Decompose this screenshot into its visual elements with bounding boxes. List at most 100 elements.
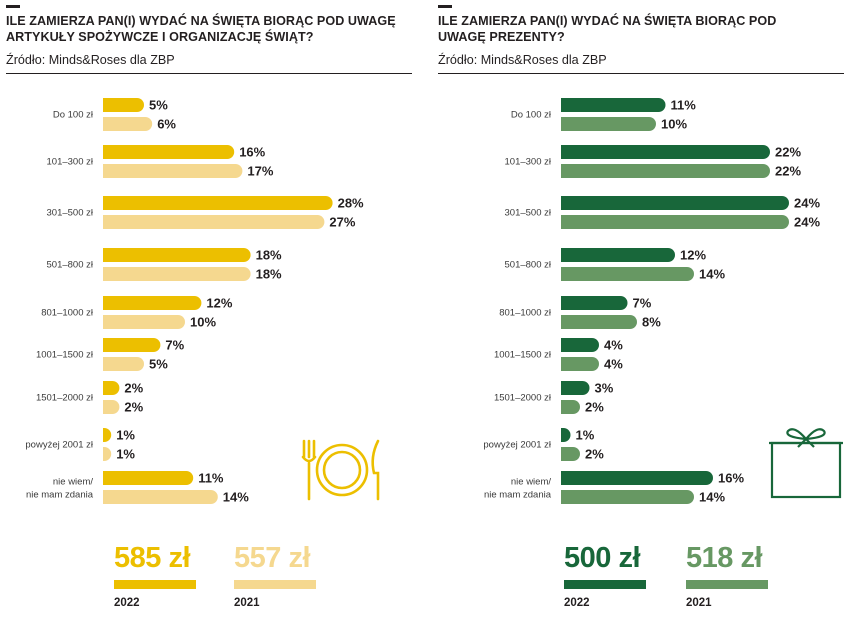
chart-title: ILE ZAMIERZA PAN(I) WYDAĆ NA ŚWIĘTA BIOR… (6, 14, 396, 44)
bar-2022-powy-ej-2001-z (103, 428, 112, 442)
data-label-2022-1001-1500-z: 7% (165, 338, 184, 353)
bar-2022-nie-wiem-nie-mam-zdania (561, 471, 713, 485)
data-label-2021-1501-2000-z: 2% (124, 400, 143, 415)
data-label-2022-do-100-z: 11% (671, 98, 697, 113)
category-label-501-800-z: 501–800 zł (47, 260, 94, 271)
category-label-nie-wiem-nie-mam-zdania: nie wiem/nie mam zdania (484, 477, 552, 501)
bar-2021-1001-1500-z (561, 357, 599, 371)
category-label-801-1000-z: 801–1000 zł (41, 308, 94, 319)
data-label-2021-301-500-z: 27% (329, 215, 355, 230)
bar-2022-301-500-z (103, 196, 333, 210)
summary-year-2022: 2022 (114, 597, 140, 609)
bar-2022-501-800-z (103, 248, 251, 262)
data-label-2021-501-800-z: 18% (256, 267, 282, 282)
category-label-nie-wiem-nie-mam-zdania: nie wiem/nie mam zdania (26, 477, 94, 501)
plate-cutlery-icon (301, 439, 380, 501)
data-label-2022-1501-2000-z: 2% (124, 381, 143, 396)
summary-bar-2021 (686, 580, 768, 589)
category-label-powy-ej-2001-z: powyżej 2001 zł (483, 440, 551, 451)
category-label-do-100-z: Do 100 zł (53, 110, 94, 121)
data-label-2021-do-100-z: 10% (661, 117, 687, 132)
category-label-1001-1500-z: 1001–1500 zł (494, 350, 552, 361)
chart-source: Źródło: Minds&Roses dla ZBP (438, 53, 607, 67)
category-label-101-300-z: 101–300 zł (505, 157, 552, 168)
bar-chart-food: Do 100 zł 5% 6% 101–300 zł 16% 17% 301–500 zł 2… (25, 98, 364, 505)
data-label-2021-1001-1500-z: 5% (149, 357, 168, 372)
bar-2021-do-100-z (561, 117, 656, 131)
bar-2021-801-1000-z (103, 315, 185, 329)
summary-year-2022: 2022 (564, 597, 590, 609)
data-label-2021-nie-wiem-nie-mam-zdania: 14% (699, 490, 725, 505)
bar-2021-101-300-z (561, 164, 770, 178)
chart-title: ILE ZAMIERZA PAN(I) WYDAĆ NA ŚWIĘTA BIOR… (438, 14, 777, 44)
bar-chart-gifts: Do 100 zł 11% 10% 101–300 zł 22% 22% 301–500 z… (483, 98, 820, 505)
summary-value-2021: 557 zł (234, 542, 311, 574)
category-label-1501-2000-z: 1501–2000 zł (494, 393, 552, 404)
data-label-2022-501-800-z: 18% (256, 248, 282, 263)
bar-2021-1501-2000-z (103, 400, 120, 414)
bar-2021-do-100-z (103, 117, 153, 131)
bar-2021-powy-ej-2001-z (103, 447, 112, 461)
data-label-2021-501-800-z: 14% (699, 267, 725, 282)
category-label-101-300-z: 101–300 zł (47, 157, 94, 168)
summary-value-2022: 585 zł (114, 542, 191, 574)
category-label-301-500-z: 301–500 zł (47, 208, 94, 219)
bar-2022-1001-1500-z (103, 338, 161, 352)
data-label-2021-1501-2000-z: 2% (585, 400, 604, 415)
category-label-1001-1500-z: 1001–1500 zł (36, 350, 94, 361)
data-label-2022-801-1000-z: 12% (206, 296, 232, 311)
data-label-2022-501-800-z: 12% (680, 248, 706, 263)
bar-2022-801-1000-z (103, 296, 202, 310)
bar-2022-301-500-z (561, 196, 789, 210)
bar-2022-101-300-z (103, 145, 235, 159)
summary-year-2021: 2021 (234, 597, 260, 609)
category-label-801-1000-z: 801–1000 zł (499, 308, 552, 319)
data-label-2022-801-1000-z: 7% (633, 296, 652, 311)
summary-bar-2021 (234, 580, 316, 589)
category-label-powy-ej-2001-z: powyżej 2001 zł (25, 440, 93, 451)
category-label-1501-2000-z: 1501–2000 zł (36, 393, 94, 404)
title-divider (6, 73, 412, 74)
chart-source: Źródło: Minds&Roses dla ZBP (6, 53, 175, 67)
summary-bar-2022 (564, 580, 646, 589)
category-label-301-500-z: 301–500 zł (505, 208, 552, 219)
data-label-2022-1501-2000-z: 3% (595, 381, 614, 396)
bar-2021-powy-ej-2001-z (561, 447, 580, 461)
summary-bar-2022 (114, 580, 196, 589)
title-divider (438, 73, 844, 74)
data-label-2021-101-300-z: 22% (775, 164, 801, 179)
bar-2022-101-300-z (561, 145, 770, 159)
title-accent-bar (438, 5, 452, 8)
bar-2021-nie-wiem-nie-mam-zdania (103, 490, 218, 504)
summary-value-2022: 500 zł (564, 542, 641, 574)
bar-2022-1001-1500-z (561, 338, 599, 352)
summary-value-2021: 518 zł (686, 542, 763, 574)
bar-2022-1501-2000-z (561, 381, 590, 395)
data-label-2021-powy-ej-2001-z: 1% (116, 447, 135, 462)
bar-2021-801-1000-z (561, 315, 637, 329)
data-label-2022-nie-wiem-nie-mam-zdania: 16% (718, 471, 744, 486)
panel-gifts: ILE ZAMIERZA PAN(I) WYDAĆ NA ŚWIĘTA BIOR… (438, 0, 848, 618)
bar-2022-do-100-z (103, 98, 144, 112)
data-label-2021-301-500-z: 24% (794, 215, 820, 230)
gift-box-icon (769, 428, 843, 499)
data-label-2022-nie-wiem-nie-mam-zdania: 11% (198, 471, 224, 486)
data-label-2021-powy-ej-2001-z: 2% (585, 447, 604, 462)
bar-2021-nie-wiem-nie-mam-zdania (561, 490, 694, 504)
bar-2021-501-800-z (561, 267, 694, 281)
data-label-2021-1001-1500-z: 4% (604, 357, 623, 372)
bar-2022-powy-ej-2001-z (561, 428, 571, 442)
data-label-2022-101-300-z: 22% (775, 145, 801, 160)
data-label-2022-1001-1500-z: 4% (604, 338, 623, 353)
bar-2021-301-500-z (561, 215, 789, 229)
category-label-do-100-z: Do 100 zł (511, 110, 552, 121)
bar-2021-101-300-z (103, 164, 243, 178)
data-label-2022-powy-ej-2001-z: 1% (576, 428, 595, 443)
panel-food: ILE ZAMIERZA PAN(I) WYDAĆ NA ŚWIĘTA BIOR… (6, 0, 416, 618)
data-label-2021-801-1000-z: 10% (190, 315, 216, 330)
summary-year-2021: 2021 (686, 597, 712, 609)
data-label-2021-101-300-z: 17% (247, 164, 273, 179)
title-accent-bar (6, 5, 20, 8)
data-label-2021-nie-wiem-nie-mam-zdania: 14% (223, 490, 249, 505)
category-label-501-800-z: 501–800 zł (505, 260, 552, 271)
